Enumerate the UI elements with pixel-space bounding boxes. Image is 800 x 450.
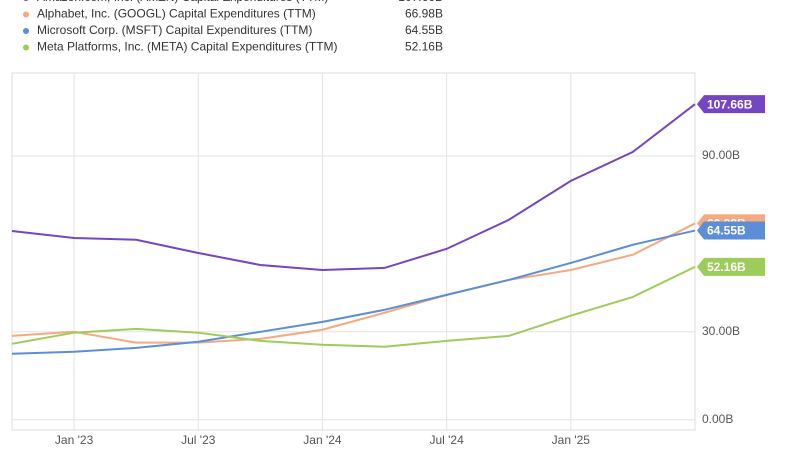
series-line: [11, 229, 696, 355]
legend-marker: [23, 44, 29, 51]
y-tick-label: 0.00B: [702, 412, 733, 426]
end-tag-label: 64.55B: [707, 224, 746, 238]
legend-value: 66.98B: [405, 7, 443, 21]
legend-label: Meta Platforms, Inc. (META) Capital Expe…: [37, 40, 338, 54]
legend-value: 64.55B: [405, 23, 443, 37]
end-tag-label: 52.16B: [707, 260, 746, 274]
x-tick-label: Jul '23: [181, 433, 216, 447]
legend-marker: [23, 11, 29, 18]
end-tag: [697, 221, 765, 240]
end-tag: [697, 95, 765, 114]
x-tick-label: Jan '23: [55, 433, 94, 447]
y-tick-label: 30.00B: [702, 324, 740, 338]
legend-label: Amazon.com, Inc. (AMZN) Capital Expendit…: [37, 0, 328, 4]
end-tag: [697, 257, 765, 276]
legend-value: 52.16B: [405, 40, 443, 54]
legend-value: 107.66B: [398, 0, 443, 4]
series-line: [11, 265, 696, 348]
y-tick-label: 90.00B: [702, 148, 740, 162]
plot-frame: [11, 72, 696, 431]
end-tag-label: 107.66B: [707, 97, 753, 111]
legend-label: Microsoft Corp. (MSFT) Capital Expenditu…: [37, 23, 312, 37]
x-tick-label: Jul '24: [429, 433, 464, 447]
legend-label: Alphabet, Inc. (GOOGL) Capital Expenditu…: [37, 7, 316, 21]
x-tick-label: Jan '24: [303, 433, 342, 447]
legend-marker: [23, 0, 29, 1]
series-line: [11, 103, 696, 271]
series-line: [11, 222, 696, 344]
legend-marker: [23, 28, 29, 34]
x-tick-label: Jan '25: [552, 433, 591, 447]
